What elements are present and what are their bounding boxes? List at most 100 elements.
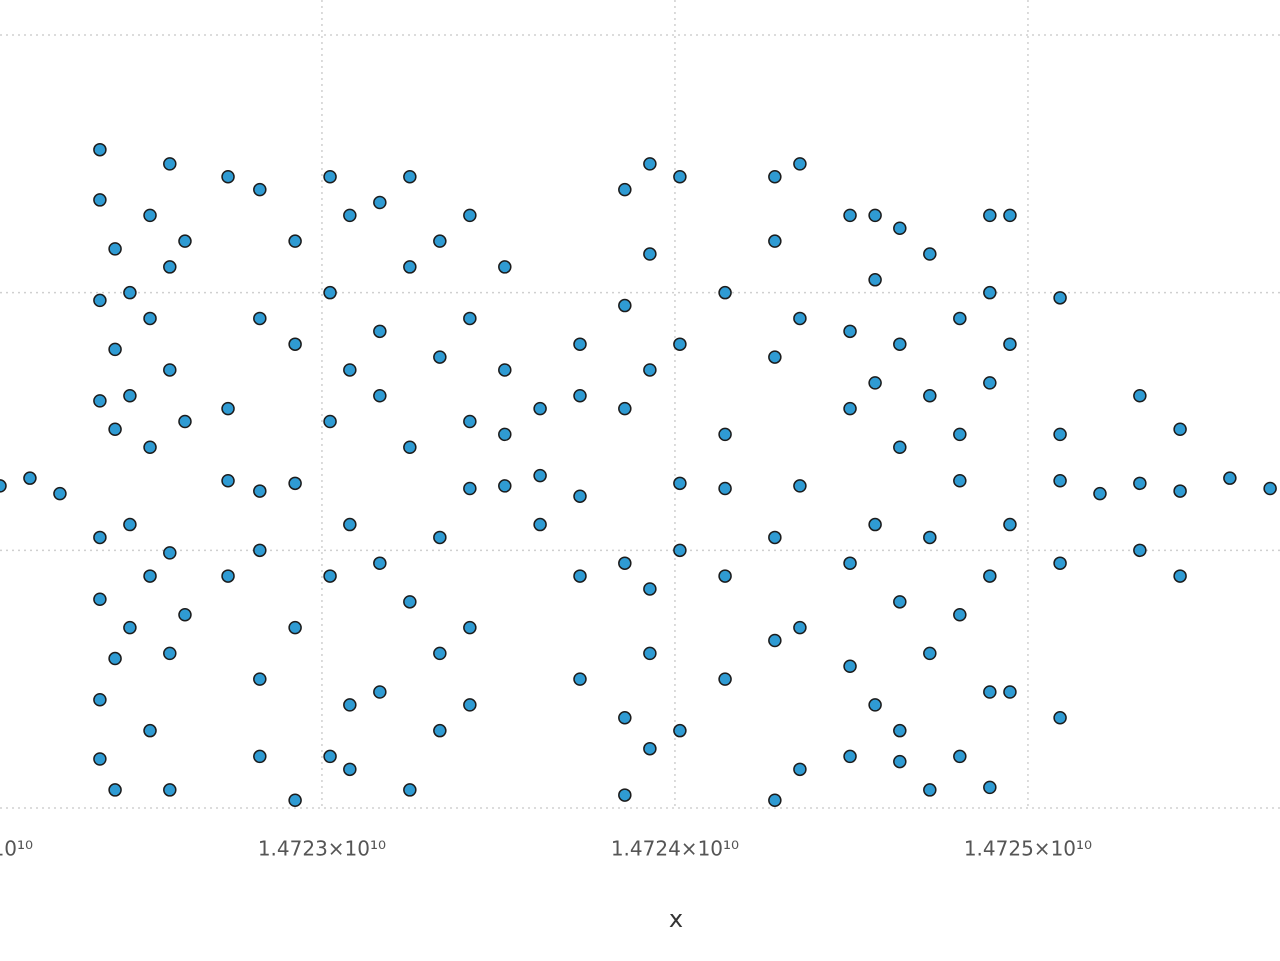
point	[793, 620, 807, 635]
point	[718, 285, 732, 300]
point	[93, 142, 107, 157]
point	[768, 633, 782, 648]
point	[498, 479, 512, 493]
point	[373, 195, 387, 210]
point	[643, 582, 657, 596]
point	[163, 783, 177, 797]
point	[923, 530, 937, 545]
point	[673, 476, 687, 491]
point	[163, 157, 177, 171]
point	[1003, 685, 1017, 699]
point	[768, 793, 782, 807]
point	[108, 783, 122, 797]
point	[288, 620, 302, 635]
point	[643, 363, 657, 377]
point	[221, 169, 235, 184]
point	[163, 646, 177, 661]
point	[143, 723, 157, 738]
point	[923, 388, 937, 403]
point	[433, 234, 447, 248]
point	[718, 427, 732, 442]
point	[533, 468, 547, 483]
point	[768, 530, 782, 545]
point	[288, 337, 302, 351]
point	[403, 440, 417, 455]
point	[323, 569, 337, 583]
point	[868, 273, 882, 287]
point	[253, 749, 267, 764]
point	[793, 762, 807, 777]
point	[953, 427, 967, 442]
point	[288, 234, 302, 248]
point	[718, 672, 732, 686]
point	[1003, 517, 1017, 532]
point	[253, 672, 267, 686]
point	[893, 221, 907, 236]
point	[143, 208, 157, 223]
point	[1133, 543, 1147, 558]
point	[923, 247, 937, 261]
point	[373, 685, 387, 699]
point	[673, 723, 687, 738]
point	[573, 489, 587, 503]
point	[93, 193, 107, 207]
point	[1133, 476, 1147, 491]
point	[123, 517, 137, 532]
point	[178, 607, 192, 622]
point	[618, 401, 632, 416]
point	[1053, 427, 1067, 442]
point	[463, 414, 477, 429]
point	[433, 723, 447, 738]
point	[643, 646, 657, 661]
point	[253, 311, 267, 326]
point	[343, 762, 357, 777]
point	[123, 285, 137, 300]
point	[93, 752, 107, 766]
point	[618, 788, 632, 802]
point	[178, 414, 192, 429]
point	[768, 234, 782, 248]
point	[253, 543, 267, 558]
point	[893, 754, 907, 769]
point	[163, 546, 177, 560]
point	[498, 260, 512, 274]
point	[893, 723, 907, 738]
point	[123, 620, 137, 635]
point	[1223, 471, 1237, 485]
x-axis-label: x	[669, 905, 683, 933]
point	[93, 530, 107, 545]
point	[868, 376, 882, 390]
point	[1173, 484, 1187, 498]
point	[843, 749, 857, 764]
point	[1173, 422, 1187, 436]
point	[868, 698, 882, 712]
point	[643, 741, 657, 756]
point	[1173, 569, 1187, 583]
point	[1133, 388, 1147, 403]
point	[221, 474, 235, 488]
point	[143, 311, 157, 326]
point	[953, 474, 967, 488]
point	[843, 208, 857, 223]
point	[573, 388, 587, 403]
point	[433, 646, 447, 661]
point	[953, 311, 967, 326]
point	[178, 234, 192, 248]
point	[403, 595, 417, 609]
point	[843, 401, 857, 416]
point	[1003, 337, 1017, 351]
point	[288, 476, 302, 491]
point	[93, 592, 107, 607]
point	[843, 556, 857, 570]
x-tick-label: 1.4723×10¹⁰	[258, 837, 386, 861]
point	[93, 693, 107, 707]
point	[433, 350, 447, 364]
point	[373, 324, 387, 339]
point	[983, 685, 997, 699]
point	[123, 388, 137, 403]
point	[373, 388, 387, 403]
point	[403, 260, 417, 274]
point	[93, 293, 107, 308]
point	[463, 208, 477, 223]
point	[673, 543, 687, 558]
